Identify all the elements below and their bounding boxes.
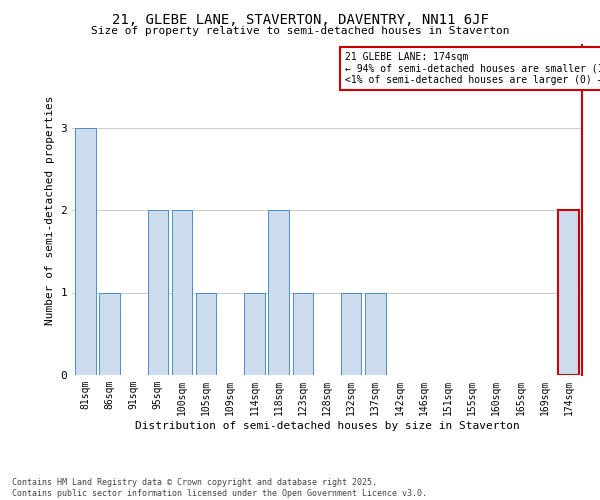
Text: 21, GLEBE LANE, STAVERTON, DAVENTRY, NN11 6JF: 21, GLEBE LANE, STAVERTON, DAVENTRY, NN1… xyxy=(112,12,488,26)
Bar xyxy=(293,292,313,375)
Bar xyxy=(244,292,265,375)
Bar xyxy=(148,210,168,375)
Bar xyxy=(99,292,120,375)
Bar xyxy=(559,210,579,375)
Text: Contains HM Land Registry data © Crown copyright and database right 2025.
Contai: Contains HM Land Registry data © Crown c… xyxy=(12,478,427,498)
Text: 21 GLEBE LANE: 174sqm
← 94% of semi-detached houses are smaller (16)
<1% of semi: 21 GLEBE LANE: 174sqm ← 94% of semi-deta… xyxy=(345,52,600,85)
Bar xyxy=(75,128,95,375)
Bar xyxy=(172,210,192,375)
Text: Size of property relative to semi-detached houses in Staverton: Size of property relative to semi-detach… xyxy=(91,26,509,36)
Y-axis label: Number of semi-detached properties: Number of semi-detached properties xyxy=(45,95,55,325)
Bar xyxy=(365,292,386,375)
Bar xyxy=(196,292,217,375)
X-axis label: Distribution of semi-detached houses by size in Staverton: Distribution of semi-detached houses by … xyxy=(134,420,520,430)
Bar xyxy=(268,210,289,375)
Bar xyxy=(341,292,361,375)
